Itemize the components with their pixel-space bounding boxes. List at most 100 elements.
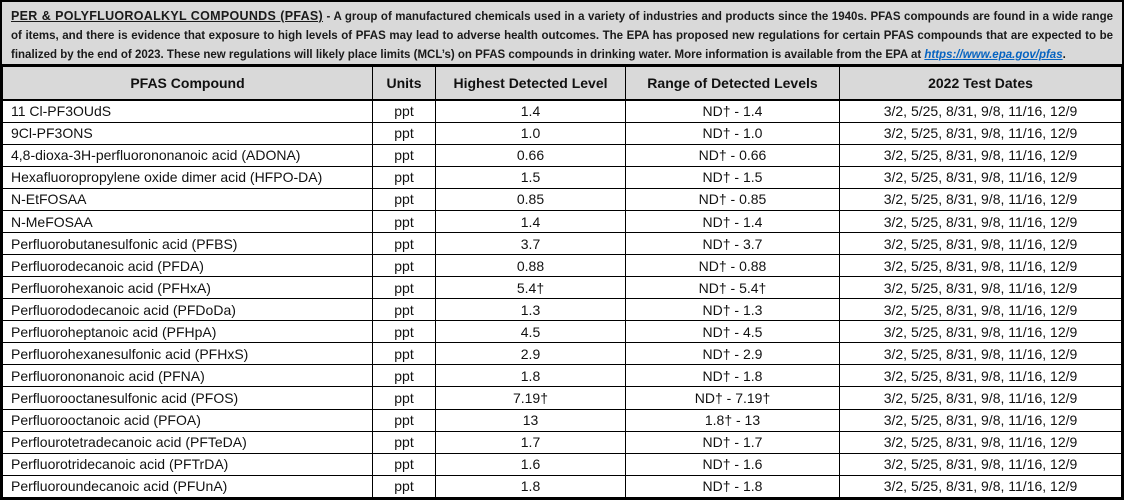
cell-test-dates: 3/2, 5/25, 8/31, 9/8, 11/16, 12/9 bbox=[839, 364, 1122, 388]
cell-highest-level: 1.8 bbox=[435, 474, 626, 498]
cell-units: ppt bbox=[372, 342, 436, 366]
pfas-table: PFAS Compound Units Highest Detected Lev… bbox=[2, 66, 1122, 498]
cell-range: ND† - 1.7 bbox=[625, 430, 840, 454]
cell-compound: Perfluorohexanesulfonic acid (PFHxS) bbox=[2, 342, 373, 366]
cell-compound: N-EtFOSAA bbox=[2, 187, 373, 211]
table-row: N-EtFOSAA ppt 0.85 ND† - 0.85 3/2, 5/25,… bbox=[2, 187, 1122, 211]
table-row: Perfluorotridecanoic acid (PFTrDA) ppt 1… bbox=[2, 452, 1122, 476]
cell-test-dates: 3/2, 5/25, 8/31, 9/8, 11/16, 12/9 bbox=[839, 232, 1122, 256]
column-header-highest-level: Highest Detected Level bbox=[435, 66, 626, 101]
cell-range: ND† - 1.6 bbox=[625, 452, 840, 476]
cell-test-dates: 3/2, 5/25, 8/31, 9/8, 11/16, 12/9 bbox=[839, 99, 1122, 123]
cell-range: ND† - 1.5 bbox=[625, 165, 840, 189]
cell-highest-level: 2.9 bbox=[435, 342, 626, 366]
cell-highest-level: 5.4† bbox=[435, 276, 626, 300]
cell-units: ppt bbox=[372, 99, 436, 123]
cell-test-dates: 3/2, 5/25, 8/31, 9/8, 11/16, 12/9 bbox=[839, 342, 1122, 366]
column-header-test-dates: 2022 Test Dates bbox=[839, 66, 1122, 101]
cell-test-dates: 3/2, 5/25, 8/31, 9/8, 11/16, 12/9 bbox=[839, 408, 1122, 432]
cell-compound: 4,8-dioxa-3H-perfluorononanoic acid (ADO… bbox=[2, 143, 373, 167]
cell-highest-level: 13 bbox=[435, 408, 626, 432]
intro-paragraph: PER & POLYFLUOROALKYL COMPOUNDS (PFAS) -… bbox=[2, 2, 1122, 66]
cell-range: ND† - 0.85 bbox=[625, 187, 840, 211]
cell-units: ppt bbox=[372, 408, 436, 432]
cell-compound: 11 Cl-PF3OUdS bbox=[2, 99, 373, 123]
cell-range: ND† - 1.8 bbox=[625, 474, 840, 498]
cell-units: ppt bbox=[372, 165, 436, 189]
cell-test-dates: 3/2, 5/25, 8/31, 9/8, 11/16, 12/9 bbox=[839, 187, 1122, 211]
column-header-units: Units bbox=[372, 66, 436, 101]
cell-highest-level: 1.4 bbox=[435, 209, 626, 234]
intro-title: PER & POLYFLUOROALKYL COMPOUNDS (PFAS) bbox=[11, 9, 324, 23]
table-row: 11 Cl-PF3OUdS ppt 1.4 ND† - 1.4 3/2, 5/2… bbox=[2, 99, 1122, 123]
cell-units: ppt bbox=[372, 143, 436, 167]
cell-units: ppt bbox=[372, 320, 436, 344]
cell-test-dates: 3/2, 5/25, 8/31, 9/8, 11/16, 12/9 bbox=[839, 276, 1122, 300]
cell-compound: Perfluoroheptanoic acid (PFHpA) bbox=[2, 320, 373, 344]
table-row: N-MeFOSAA ppt 1.4 ND† - 1.4 3/2, 5/25, 8… bbox=[2, 209, 1122, 234]
cell-units: ppt bbox=[372, 276, 436, 300]
cell-test-dates: 3/2, 5/25, 8/31, 9/8, 11/16, 12/9 bbox=[839, 320, 1122, 344]
epa-link[interactable]: https://www.epa.gov/pfas bbox=[924, 49, 1063, 61]
cell-highest-level: 4.5 bbox=[435, 320, 626, 344]
cell-range: ND† - 0.88 bbox=[625, 254, 840, 278]
cell-range: 1.8† - 13 bbox=[625, 408, 840, 432]
cell-test-dates: 3/2, 5/25, 8/31, 9/8, 11/16, 12/9 bbox=[839, 452, 1122, 476]
cell-test-dates: 3/2, 5/25, 8/31, 9/8, 11/16, 12/9 bbox=[839, 474, 1122, 498]
cell-units: ppt bbox=[372, 209, 436, 234]
cell-units: ppt bbox=[372, 452, 436, 476]
cell-compound: Perfluorobutanesulfonic acid (PFBS) bbox=[2, 232, 373, 256]
cell-units: ppt bbox=[372, 298, 436, 322]
cell-compound: Perflourotetradecanoic acid (PFTeDA) bbox=[2, 430, 373, 454]
cell-range: ND† - 1.4 bbox=[625, 209, 840, 234]
table-header-row: PFAS Compound Units Highest Detected Lev… bbox=[2, 66, 1122, 101]
cell-highest-level: 1.7 bbox=[435, 430, 626, 454]
cell-test-dates: 3/2, 5/25, 8/31, 9/8, 11/16, 12/9 bbox=[839, 209, 1122, 234]
cell-compound: Perfluorononanoic acid (PFNA) bbox=[2, 364, 373, 388]
cell-range: ND† - 2.9 bbox=[625, 342, 840, 366]
cell-test-dates: 3/2, 5/25, 8/31, 9/8, 11/16, 12/9 bbox=[839, 254, 1122, 278]
cell-highest-level: 7.19† bbox=[435, 386, 626, 410]
column-header-compound: PFAS Compound bbox=[2, 66, 373, 101]
cell-compound: Perfluoroundecanoic acid (PFUnA) bbox=[2, 474, 373, 498]
table-row: 9Cl-PF3ONS ppt 1.0 ND† - 1.0 3/2, 5/25, … bbox=[2, 121, 1122, 145]
cell-range: ND† - 0.66 bbox=[625, 143, 840, 167]
cell-test-dates: 3/2, 5/25, 8/31, 9/8, 11/16, 12/9 bbox=[839, 298, 1122, 322]
cell-highest-level: 1.6 bbox=[435, 452, 626, 476]
cell-units: ppt bbox=[372, 364, 436, 388]
cell-highest-level: 0.85 bbox=[435, 187, 626, 211]
table-row: Perfluorododecanoic acid (PFDoDa) ppt 1.… bbox=[2, 298, 1122, 322]
cell-highest-level: 1.3 bbox=[435, 298, 626, 322]
cell-units: ppt bbox=[372, 430, 436, 454]
table-row: Perfluorooctanesulfonic acid (PFOS) ppt … bbox=[2, 386, 1122, 410]
cell-compound: Perfluorooctanesulfonic acid (PFOS) bbox=[2, 386, 373, 410]
cell-units: ppt bbox=[372, 254, 436, 278]
cell-range: ND† - 4.5 bbox=[625, 320, 840, 344]
cell-range: ND† - 1.3 bbox=[625, 298, 840, 322]
table-row: Hexafluoropropylene oxide dimer acid (HF… bbox=[2, 165, 1122, 189]
cell-range: ND† - 3.7 bbox=[625, 232, 840, 256]
cell-highest-level: 1.8 bbox=[435, 364, 626, 388]
cell-range: ND† - 1.0 bbox=[625, 121, 840, 145]
cell-units: ppt bbox=[372, 474, 436, 498]
cell-highest-level: 0.66 bbox=[435, 143, 626, 167]
column-header-range: Range of Detected Levels bbox=[625, 66, 840, 101]
cell-compound: Perfluorohexanoic acid (PFHxA) bbox=[2, 276, 373, 300]
intro-body-text: A group of manufactured chemicals used i… bbox=[11, 11, 1113, 61]
table-row: Perfluorohexanoic acid (PFHxA) ppt 5.4† … bbox=[2, 276, 1122, 300]
table-row: Perfluorodecanoic acid (PFDA) ppt 0.88 N… bbox=[2, 254, 1122, 278]
cell-units: ppt bbox=[372, 386, 436, 410]
table-row: Perflourotetradecanoic acid (PFTeDA) ppt… bbox=[2, 430, 1122, 454]
table-row: 4,8-dioxa-3H-perfluorononanoic acid (ADO… bbox=[2, 143, 1122, 167]
cell-units: ppt bbox=[372, 232, 436, 256]
cell-test-dates: 3/2, 5/25, 8/31, 9/8, 11/16, 12/9 bbox=[839, 121, 1122, 145]
table-row: Perfluorobutanesulfonic acid (PFBS) ppt … bbox=[2, 232, 1122, 256]
cell-compound: Hexafluoropropylene oxide dimer acid (HF… bbox=[2, 165, 373, 189]
table-row: Perfluorohexanesulfonic acid (PFHxS) ppt… bbox=[2, 342, 1122, 366]
cell-highest-level: 1.4 bbox=[435, 99, 626, 123]
cell-compound: Perfluorodecanoic acid (PFDA) bbox=[2, 254, 373, 278]
table-row: Perfluoroundecanoic acid (PFUnA) ppt 1.8… bbox=[2, 474, 1122, 498]
cell-compound: Perfluorododecanoic acid (PFDoDa) bbox=[2, 298, 373, 322]
cell-compound: Perfluorooctanoic acid (PFOA) bbox=[2, 408, 373, 432]
